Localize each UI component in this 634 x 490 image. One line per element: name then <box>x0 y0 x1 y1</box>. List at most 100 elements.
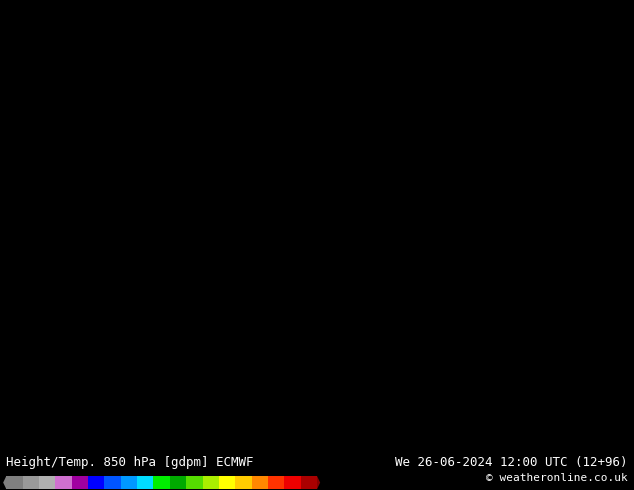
Text: /: / <box>91 346 96 355</box>
Text: 0: 0 <box>574 320 579 329</box>
Text: 0: 0 <box>586 211 591 220</box>
Text: 4: 4 <box>176 262 181 271</box>
Text: 0: 0 <box>574 262 579 271</box>
Text: 4: 4 <box>164 326 169 336</box>
Text: 7: 7 <box>302 185 307 194</box>
Text: 7: 7 <box>302 404 307 413</box>
Text: 0: 0 <box>429 211 434 220</box>
Text: \: \ <box>176 101 181 111</box>
Text: 8: 8 <box>321 56 325 66</box>
Text: 1: 1 <box>508 0 512 8</box>
Text: 0: 0 <box>550 121 555 130</box>
Text: 1: 1 <box>134 339 138 348</box>
Text: 1: 1 <box>568 275 573 284</box>
Text: 1: 1 <box>592 243 597 252</box>
Text: 0: 0 <box>448 269 452 278</box>
Text: /: / <box>73 179 78 188</box>
Text: 5: 5 <box>236 166 241 175</box>
Text: 4: 4 <box>103 12 108 21</box>
Text: 1: 1 <box>43 365 48 374</box>
Text: 2: 2 <box>399 230 404 239</box>
Text: 4: 4 <box>85 172 90 181</box>
Text: 2: 2 <box>453 70 458 78</box>
Text: 4: 4 <box>13 134 17 143</box>
Text: 4: 4 <box>146 378 150 387</box>
Text: 0: 0 <box>484 223 488 233</box>
Text: 7: 7 <box>297 82 301 91</box>
Text: 1: 1 <box>490 429 495 438</box>
Text: \: \ <box>127 166 132 175</box>
Text: 1: 1 <box>417 127 422 136</box>
Text: 1: 1 <box>586 0 591 8</box>
Text: 4: 4 <box>55 76 60 85</box>
Text: 4: 4 <box>31 5 36 14</box>
Text: 0: 0 <box>369 429 373 438</box>
Text: 1: 1 <box>49 95 54 104</box>
Text: 1: 1 <box>514 108 519 117</box>
Text: 6: 6 <box>266 378 271 387</box>
Text: 6: 6 <box>242 275 247 284</box>
Text: 1: 1 <box>411 326 416 336</box>
Text: 0: 0 <box>629 429 633 438</box>
Text: 1: 1 <box>472 269 476 278</box>
Text: 1: 1 <box>508 114 512 123</box>
Text: 7: 7 <box>285 211 289 220</box>
Text: 1: 1 <box>520 230 524 239</box>
Text: 4: 4 <box>176 50 181 59</box>
Text: 2: 2 <box>592 140 597 149</box>
Text: 8: 8 <box>309 365 313 374</box>
Text: 1: 1 <box>477 359 482 368</box>
Text: 5: 5 <box>230 307 235 316</box>
Text: 0: 0 <box>381 37 385 46</box>
Text: 0: 0 <box>465 281 470 291</box>
Text: 0: 0 <box>598 320 603 329</box>
Text: 0: 0 <box>393 371 398 380</box>
Text: \: \ <box>206 18 210 27</box>
Text: 9: 9 <box>327 82 332 91</box>
Text: 4: 4 <box>152 70 157 78</box>
Text: 4: 4 <box>110 172 114 181</box>
Text: 2: 2 <box>477 82 482 91</box>
Text: 2: 2 <box>586 378 591 387</box>
Text: 0: 0 <box>369 114 373 123</box>
Text: 1: 1 <box>496 223 500 233</box>
Text: 0: 0 <box>411 371 416 380</box>
Text: 0: 0 <box>448 230 452 239</box>
Text: 4: 4 <box>31 410 36 419</box>
Text: 0: 0 <box>477 5 482 14</box>
Text: /: / <box>206 237 210 245</box>
Text: 6: 6 <box>261 378 265 387</box>
Text: 4: 4 <box>73 31 78 40</box>
Text: 0: 0 <box>381 243 385 252</box>
Text: 4: 4 <box>194 294 198 303</box>
Text: 5: 5 <box>230 5 235 14</box>
Text: /: / <box>73 352 78 361</box>
Text: \: \ <box>85 82 90 91</box>
Text: \: \ <box>134 243 138 252</box>
Text: 0: 0 <box>562 211 567 220</box>
Text: 8: 8 <box>309 416 313 425</box>
Text: 6: 6 <box>278 172 283 181</box>
Text: 1: 1 <box>453 404 458 413</box>
Text: 4: 4 <box>103 153 108 162</box>
Text: 0: 0 <box>429 442 434 451</box>
Text: 0: 0 <box>604 56 609 66</box>
Text: 9: 9 <box>345 37 349 46</box>
Text: 1: 1 <box>453 147 458 155</box>
Text: 7: 7 <box>302 211 307 220</box>
Text: 8: 8 <box>321 320 325 329</box>
Text: 2: 2 <box>532 397 537 406</box>
Text: 0: 0 <box>617 262 621 271</box>
Text: \: \ <box>31 89 36 98</box>
Text: 4: 4 <box>176 82 181 91</box>
Text: 9: 9 <box>327 352 332 361</box>
Text: 4: 4 <box>115 314 120 322</box>
Text: 4: 4 <box>182 185 186 194</box>
Text: 4: 4 <box>37 82 42 91</box>
Text: /: / <box>97 204 102 213</box>
Text: \: \ <box>79 204 84 213</box>
Text: 4: 4 <box>152 346 157 355</box>
Text: \: \ <box>146 185 150 194</box>
Text: 1: 1 <box>562 243 567 252</box>
Text: 4: 4 <box>103 192 108 200</box>
